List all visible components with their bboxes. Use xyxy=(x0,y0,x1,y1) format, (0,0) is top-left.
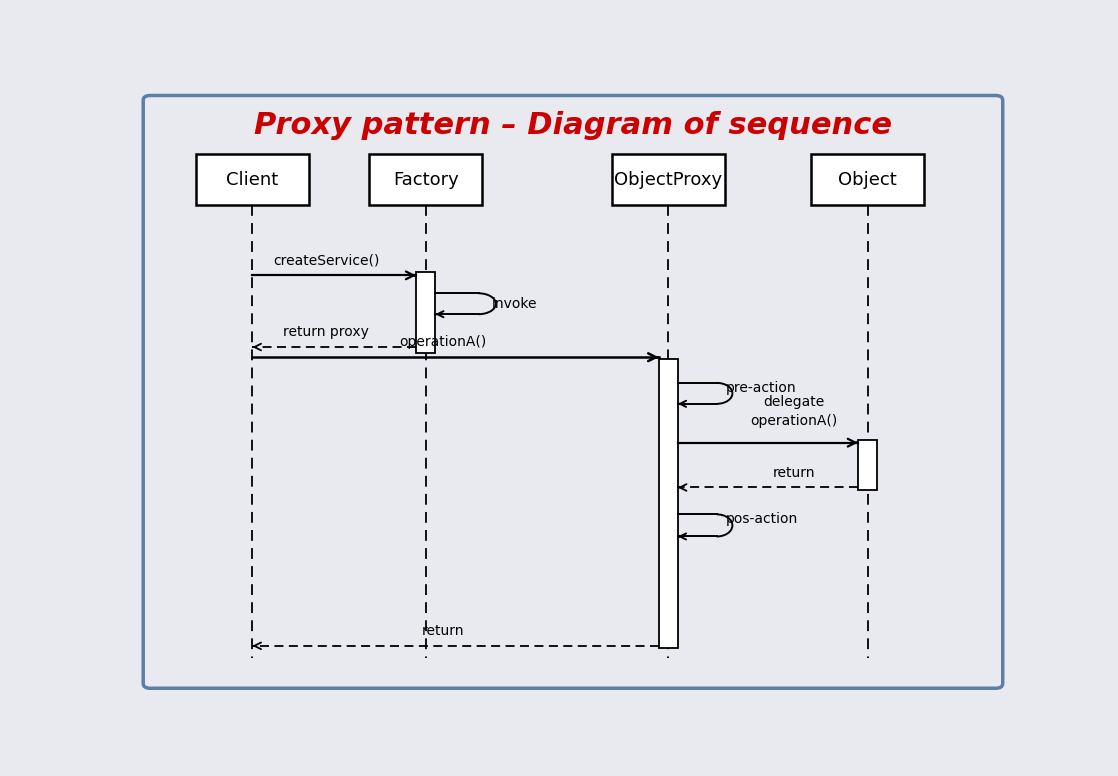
Text: Object: Object xyxy=(838,171,897,189)
Text: ObjectProxy: ObjectProxy xyxy=(614,171,722,189)
Text: Proxy pattern – Diagram of sequence: Proxy pattern – Diagram of sequence xyxy=(254,112,892,140)
Text: createService(): createService() xyxy=(273,254,379,268)
Text: return proxy: return proxy xyxy=(283,325,369,339)
FancyBboxPatch shape xyxy=(612,154,724,205)
Text: return: return xyxy=(421,624,464,638)
FancyBboxPatch shape xyxy=(812,154,923,205)
FancyBboxPatch shape xyxy=(143,95,1003,688)
Text: delegate
operationA(): delegate operationA() xyxy=(750,395,837,428)
Text: invoke: invoke xyxy=(492,296,537,310)
Text: Client: Client xyxy=(226,171,278,189)
Text: Factory: Factory xyxy=(392,171,458,189)
FancyBboxPatch shape xyxy=(858,440,878,490)
Text: return: return xyxy=(773,466,815,480)
FancyBboxPatch shape xyxy=(369,154,482,205)
FancyBboxPatch shape xyxy=(196,154,309,205)
Text: operationA(): operationA() xyxy=(399,335,486,349)
Text: pre-action: pre-action xyxy=(726,381,796,395)
Text: pos-action: pos-action xyxy=(726,512,798,526)
FancyBboxPatch shape xyxy=(659,359,678,648)
FancyBboxPatch shape xyxy=(416,272,435,353)
